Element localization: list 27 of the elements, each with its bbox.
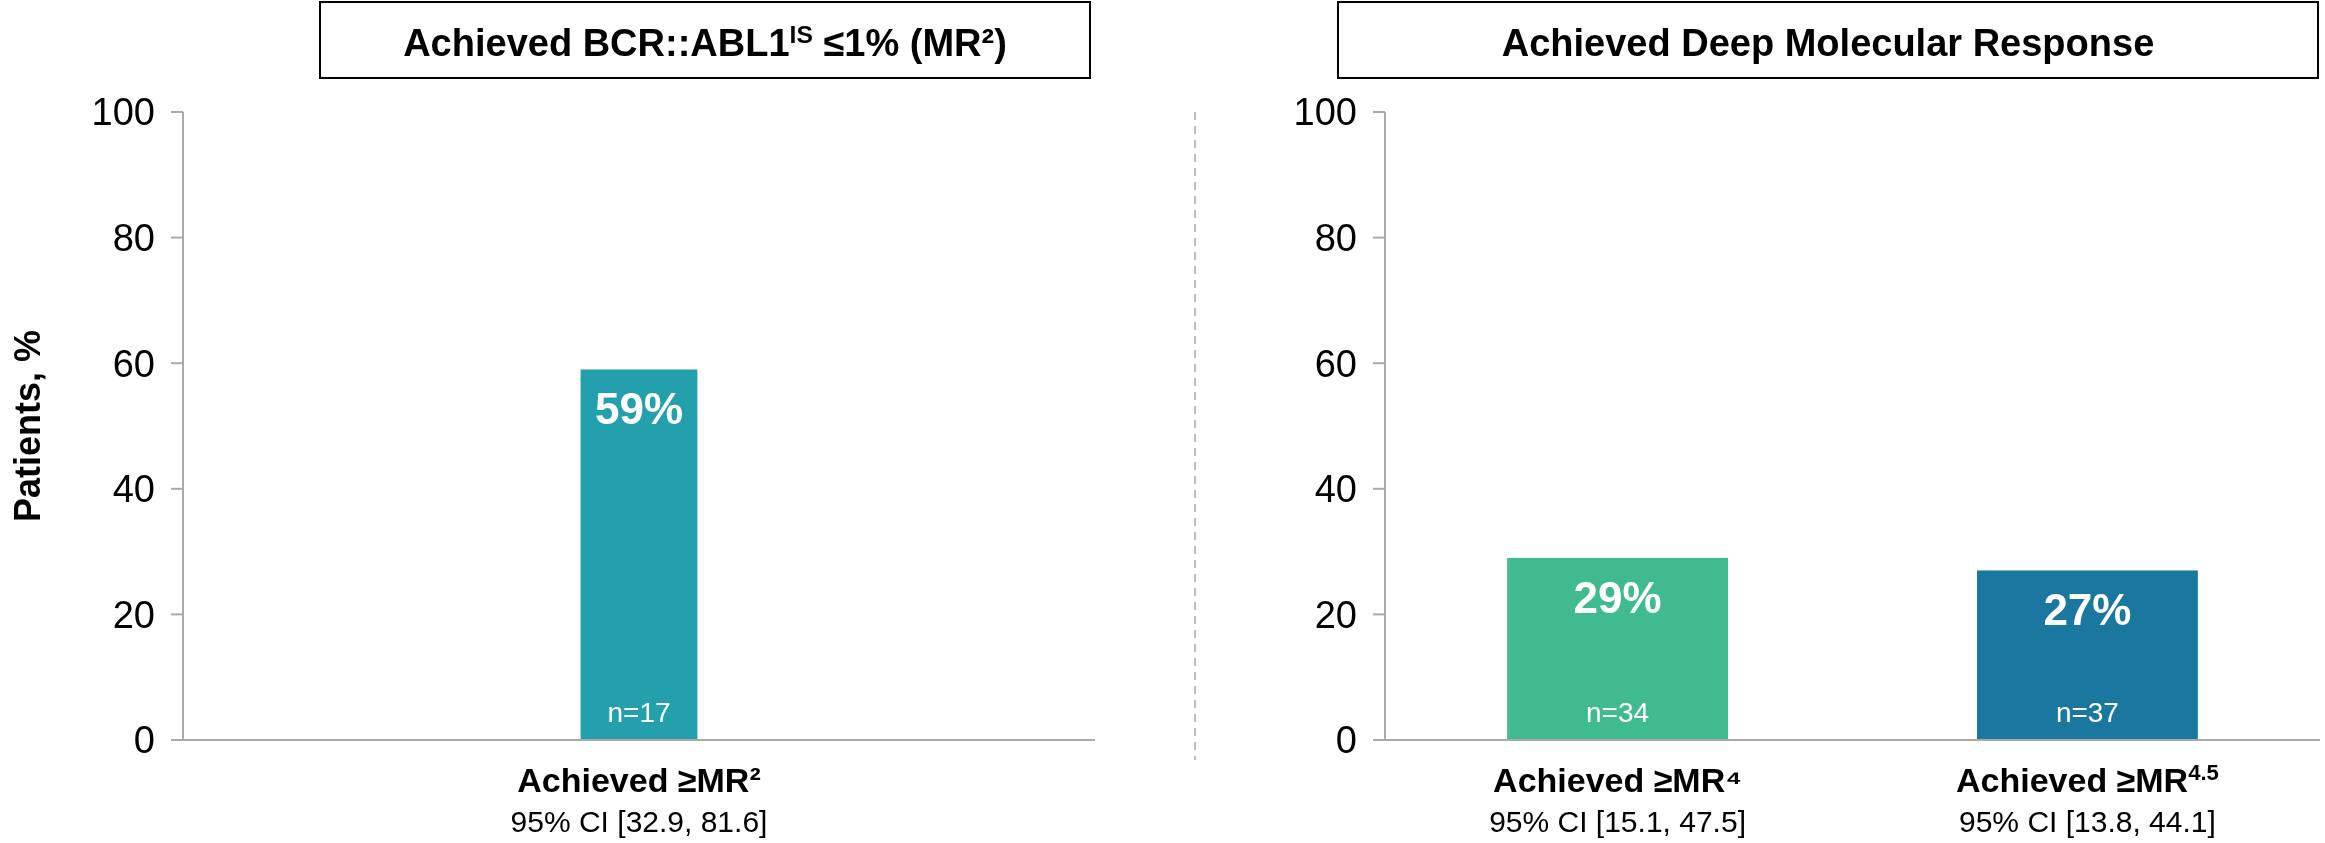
x-tick-label: Achieved ≥MR$^{4.5}$ — [1955, 759, 2219, 799]
x-tick-label: Achieved ≥MR⁴ — [1493, 761, 1743, 799]
annotation: n=34 — [1586, 697, 1650, 728]
y-tick-label: 40 — [1314, 468, 1357, 511]
chart-title: Achieved Deep Molecular Response — [1501, 22, 2155, 64]
data-label: 59% — [594, 384, 684, 434]
y-tick-label: 60 — [112, 342, 155, 385]
y-tick-label: 20 — [1314, 593, 1357, 636]
x-tick-label: Achieved ≥MR² — [517, 761, 761, 799]
text: 95% CI [32.9, 81.6] — [510, 805, 768, 838]
chart-title: Achieved BCR::ABL1$^{IS}$ ≤1% (MR²) — [403, 20, 1007, 64]
annotation: n=17 — [607, 697, 671, 728]
y-tick-label: 80 — [1314, 216, 1357, 259]
y-axis-title: Patients, % — [7, 329, 48, 523]
y-tick-label: 100 — [1293, 91, 1357, 134]
text: 95% CI [15.1, 47.5] — [1489, 805, 1746, 838]
y-tick-label: 0 — [1335, 719, 1357, 762]
y-tick-label: 0 — [133, 719, 155, 762]
y-tick-label: 100 — [91, 91, 155, 134]
annotation: n=37 — [2055, 697, 2119, 728]
text: 95% CI [13.8, 44.1] — [1959, 805, 2216, 838]
y-tick-label: 60 — [1314, 342, 1357, 385]
y-tick-label: 40 — [112, 468, 155, 511]
y-tick-label: 20 — [112, 593, 155, 636]
y-tick-label: 80 — [112, 216, 155, 259]
data-label: 27% — [2043, 585, 2132, 635]
data-label: 29% — [1573, 572, 1662, 622]
